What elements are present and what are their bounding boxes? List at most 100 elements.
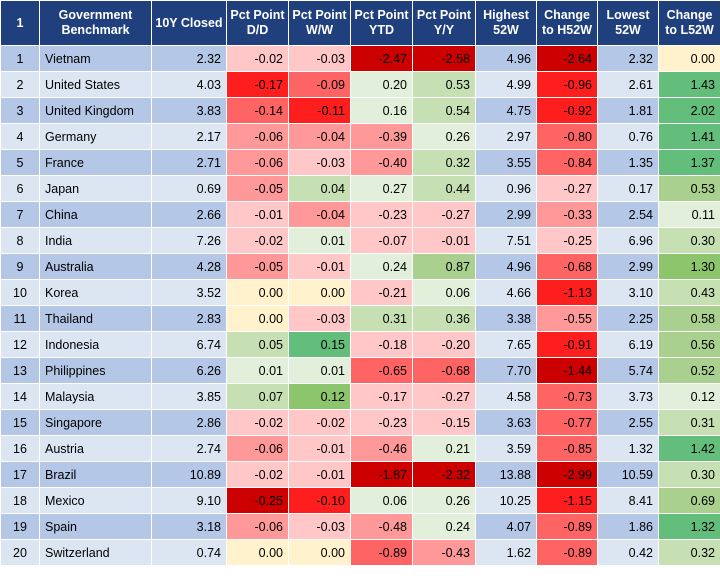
ytd-change-cell: -0.48 (350, 513, 413, 540)
header-10y-closed: 10Y Closed (151, 0, 227, 46)
change-to-high-cell: -1.13 (536, 279, 598, 306)
dd-change-cell: 0.00 (226, 279, 289, 306)
table-row: 14 Malaysia 3.85 0.07 0.12 -0.17 -0.27 4.58 -0.7… (0, 383, 720, 410)
ytd-change-cell: 0.24 (350, 253, 413, 280)
yy-change-cell: 0.87 (412, 253, 476, 280)
ww-change-cell: -0.11 (288, 97, 351, 124)
ww-change-cell: 0.15 (288, 331, 351, 358)
dd-change-cell: -0.06 (226, 123, 289, 150)
header-pct-point-yy: Pct Point Y/Y (412, 0, 476, 46)
country-cell: Vietnam (39, 45, 152, 72)
ytd-change-cell: -1.87 (350, 461, 413, 488)
table-row: 7 China 2.66 -0.01 -0.04 -0.23 -0.27 2.99 -0.33 2… (0, 201, 720, 228)
ytd-change-cell: -0.39 (350, 123, 413, 150)
country-cell: Philippines (39, 357, 152, 384)
high-52w-cell: 2.99 (475, 201, 537, 228)
change-to-high-cell: -0.33 (536, 201, 598, 228)
ww-change-cell: 0.01 (288, 357, 351, 384)
rank-cell: 2 (0, 71, 40, 98)
change-to-high-cell: -0.84 (536, 149, 598, 176)
closed-cell: 2.83 (151, 305, 227, 332)
table-row: 20 Switzerland 0.74 0.00 0.00 -0.89 -0.43 1.62-… (0, 539, 720, 566)
header-pct-point-ytd: Pct Point YTD (350, 0, 413, 46)
low-52w-cell: 0.76 (597, 123, 659, 150)
dd-change-cell: 0.07 (226, 383, 289, 410)
table-row: 10 Korea 3.52 0.00 0.00 -0.21 0.06 4.66 -1.13 3.1… (0, 279, 720, 306)
dd-change-cell: -0.05 (226, 253, 289, 280)
country-cell: Spain (39, 513, 152, 540)
low-52w-cell: 8.41 (597, 487, 659, 514)
low-52w-cell: 2.99 (597, 253, 659, 280)
country-cell: Switzerland (39, 539, 152, 566)
change-to-high-cell: -0.89 (536, 539, 598, 566)
yy-change-cell: -0.27 (412, 201, 476, 228)
ytd-change-cell: -0.46 (350, 435, 413, 462)
ytd-change-cell: -0.17 (350, 383, 413, 410)
ww-change-cell: -0.04 (288, 123, 351, 150)
ytd-change-cell: -0.65 (350, 357, 413, 384)
table-row: 11 Thailand 2.83 0.00 -0.03 0.31 0.36 3.38 -0.55… (0, 305, 720, 332)
ww-change-cell: 0.00 (288, 539, 351, 566)
header-change-to-h52w: Change to H52W (536, 0, 598, 46)
change-to-low-cell: 0.69 (658, 487, 720, 514)
change-to-high-cell: -0.25 (536, 227, 598, 254)
closed-cell: 2.86 (151, 409, 227, 436)
dd-change-cell: -0.25 (226, 487, 289, 514)
dd-change-cell: -0.17 (226, 71, 289, 98)
change-to-high-cell: -0.89 (536, 513, 598, 540)
country-cell: United Kingdom (39, 97, 152, 124)
change-to-low-cell: 1.43 (658, 71, 720, 98)
change-to-high-cell: -0.68 (536, 253, 598, 280)
table-row: 18 Mexico 9.10 -0.25 -0.10 0.06 0.26 10.25 -1.15… (0, 487, 720, 514)
table-body: 1 Vietnam 2.32 -0.02 -0.03 -2.47 -2.58 4.96 -2.6… (0, 45, 720, 566)
high-52w-cell: 4.07 (475, 513, 537, 540)
dd-change-cell: 0.00 (226, 539, 289, 566)
low-52w-cell: 1.32 (597, 435, 659, 462)
rank-cell: 20 (0, 539, 40, 566)
change-to-high-cell: -0.91 (536, 331, 598, 358)
rank-cell: 9 (0, 253, 40, 280)
table-row: 1 Vietnam 2.32 -0.02 -0.03 -2.47 -2.58 4.96 -2.6… (0, 45, 720, 72)
closed-cell: 2.66 (151, 201, 227, 228)
high-52w-cell: 0.96 (475, 175, 537, 202)
change-to-low-cell: 0.43 (658, 279, 720, 306)
rank-cell: 13 (0, 357, 40, 384)
high-52w-cell: 1.62 (475, 539, 537, 566)
ww-change-cell: -0.01 (288, 461, 351, 488)
country-cell: Brazil (39, 461, 152, 488)
country-cell: Singapore (39, 409, 152, 436)
rank-cell: 12 (0, 331, 40, 358)
low-52w-cell: 2.32 (597, 45, 659, 72)
change-to-low-cell: 0.11 (658, 201, 720, 228)
table-row: 5 France 2.71 -0.06 -0.03 -0.40 0.32 3.55 -0.84 1… (0, 149, 720, 176)
closed-cell: 2.74 (151, 435, 227, 462)
yy-change-cell: -0.15 (412, 409, 476, 436)
low-52w-cell: 2.54 (597, 201, 659, 228)
ww-change-cell: -0.03 (288, 149, 351, 176)
high-52w-cell: 4.75 (475, 97, 537, 124)
dd-change-cell: 0.00 (226, 305, 289, 332)
rank-cell: 6 (0, 175, 40, 202)
table-row: 8 India 7.26 -0.02 0.01 -0.07 -0.01 7.51 -0.25 6.… (0, 227, 720, 254)
change-to-low-cell: 0.30 (658, 227, 720, 254)
high-52w-cell: 4.99 (475, 71, 537, 98)
ww-change-cell: 0.12 (288, 383, 351, 410)
change-to-high-cell: -2.99 (536, 461, 598, 488)
change-to-high-cell: -0.77 (536, 409, 598, 436)
change-to-low-cell: 0.30 (658, 461, 720, 488)
high-52w-cell: 3.63 (475, 409, 537, 436)
country-cell: Korea (39, 279, 152, 306)
change-to-low-cell: 1.32 (658, 513, 720, 540)
dd-change-cell: -0.01 (226, 201, 289, 228)
rank-cell: 17 (0, 461, 40, 488)
change-to-high-cell: -2.64 (536, 45, 598, 72)
country-cell: Australia (39, 253, 152, 280)
header-pct-point-ww: Pct Point W/W (288, 0, 351, 46)
high-52w-cell: 7.65 (475, 331, 537, 358)
ytd-change-cell: -0.21 (350, 279, 413, 306)
rank-cell: 16 (0, 435, 40, 462)
low-52w-cell: 0.42 (597, 539, 659, 566)
table-row: 17 Brazil 10.89 -0.02 -0.01 -1.87 -2.32 13.88 -2… (0, 461, 720, 488)
low-52w-cell: 1.86 (597, 513, 659, 540)
change-to-low-cell: 1.37 (658, 149, 720, 176)
